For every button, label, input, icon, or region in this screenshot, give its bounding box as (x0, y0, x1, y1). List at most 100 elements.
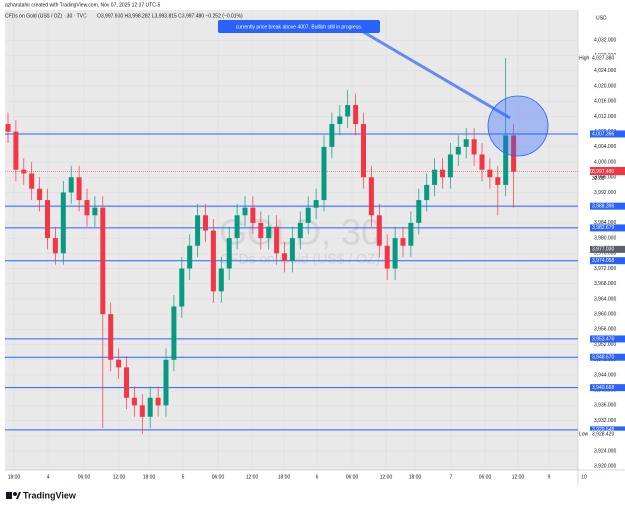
countdown: 32:09 (592, 176, 605, 182)
logo (6, 492, 21, 499)
price-label: 3,977.030 (592, 247, 614, 253)
marker-name: GOLD (579, 169, 594, 175)
price-label: 3,948.670 (592, 355, 614, 361)
candle-body (305, 207, 311, 223)
y-tick-label: 3,952.000 (594, 342, 616, 348)
y-tick-label: 3,924.000 (594, 448, 616, 454)
x-tick-label: 18:00 (409, 474, 422, 480)
candle-body (297, 222, 303, 239)
brand: TradingView (23, 490, 77, 500)
marker-name: Ask (579, 168, 588, 174)
candle-body (187, 245, 193, 269)
candle-body (368, 177, 374, 216)
candle-body (424, 184, 430, 201)
y-tick-label: 4,020.000 (594, 83, 616, 89)
y-tick-label: 3,920.000 (594, 464, 616, 470)
price-label: 3,928.420 (592, 432, 614, 438)
x-tick-label: 18:00 (278, 474, 291, 480)
y-tick-label: 3,936.000 (594, 403, 616, 409)
candle-body (45, 200, 50, 239)
candle-body (400, 238, 406, 246)
candle-body (282, 253, 287, 261)
marker-name: Bid (579, 169, 586, 175)
price-label: 4,027.380 (592, 55, 614, 61)
x-tick-label: 9 (548, 474, 551, 480)
candle-body (226, 238, 232, 269)
candle-body (29, 173, 35, 189)
candle-body (179, 268, 185, 307)
marker-name: Low (579, 432, 589, 438)
candle-body (195, 215, 201, 246)
symbol: CFDs on Gold (US$ / OZ) · 30 · TVC (5, 13, 87, 19)
candle-body (392, 238, 398, 269)
price-label-box (590, 384, 625, 392)
x-tick-label: 12:00 (512, 474, 525, 480)
candle-body (471, 139, 477, 155)
candle-body (353, 105, 359, 125)
candle-body (147, 397, 153, 417)
candle-body (408, 222, 414, 246)
x-tick-label: 4 (47, 474, 50, 480)
marker-name: High (579, 55, 590, 61)
price-label-box (590, 245, 625, 253)
callout-text: currently price break above 4007. Bullis… (236, 24, 362, 30)
callout-line (359, 28, 511, 120)
x-tick-label: 12:00 (380, 474, 393, 480)
price-label-box (590, 257, 625, 265)
candle-body (76, 177, 82, 201)
currency: USD (596, 15, 607, 21)
highlight-circle (487, 95, 549, 157)
price-label: 4,007.396 (592, 131, 614, 137)
y-tick-label: 4,016.000 (594, 99, 616, 105)
candle-body (234, 215, 240, 239)
price-label-box (590, 353, 625, 361)
price-label: 3,988.396 (592, 204, 614, 210)
candle-body (337, 116, 343, 125)
candle-body (487, 169, 493, 178)
candle-body (131, 397, 137, 406)
y-tick-label: 3,960.000 (594, 311, 616, 317)
price-label: 3,997.480 (592, 169, 614, 175)
price-label-box (590, 130, 625, 138)
candle-body (384, 245, 390, 269)
price-label-box (590, 168, 625, 176)
price-label: 3,940.668 (592, 385, 614, 391)
price-label: 3,982.679 (592, 225, 614, 231)
price-label-box (590, 430, 625, 438)
candle-body (92, 207, 98, 216)
candle-body (250, 207, 256, 223)
candle-body (124, 367, 129, 398)
candle-body (495, 177, 501, 185)
watermark-sub: CFDs on Gold (US$ / OZ) (220, 251, 380, 267)
candle-body (345, 105, 351, 117)
candle-body (5, 124, 11, 132)
price-label: 3,929.548 (592, 427, 614, 433)
candle-body (503, 135, 509, 185)
candle-body (60, 192, 66, 254)
x-tick-label: 06:00 (346, 474, 359, 480)
candle-body (21, 169, 27, 174)
x-tick-label: 12:00 (246, 474, 259, 480)
y-tick-label: 4,032.000 (594, 38, 616, 44)
ohlc: O3,997.930 H3,998.282 L3,993.815 C3,997.… (97, 13, 243, 19)
candle-body (171, 306, 177, 360)
y-tick-label: 4,004.000 (594, 144, 616, 150)
candle-body (313, 200, 319, 208)
candle-body (432, 169, 438, 185)
candle-body (376, 215, 382, 246)
x-tick-label: 18:00 (143, 474, 156, 480)
price-label-box (590, 426, 625, 434)
candle-body (218, 268, 224, 292)
candle-body (37, 188, 43, 201)
candle-body (361, 124, 366, 178)
candle-body (274, 226, 280, 254)
credit: azharutahir created with TradingView.com… (5, 2, 160, 8)
callout-box (218, 20, 380, 33)
candle-body (258, 222, 264, 239)
price-label: 3,974.058 (592, 258, 614, 264)
candle-body (463, 139, 469, 147)
x-tick-label: 18:00 (8, 474, 21, 480)
candle-body (13, 131, 19, 170)
y-tick-label: 3,980.000 (594, 235, 616, 241)
